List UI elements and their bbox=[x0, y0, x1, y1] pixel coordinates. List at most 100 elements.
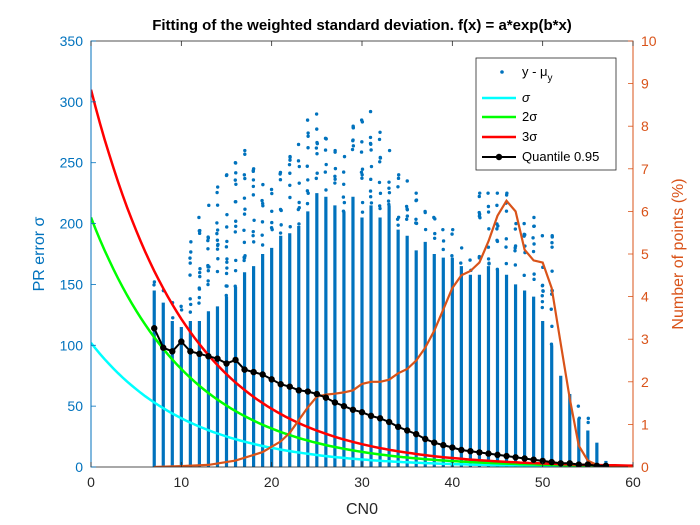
scatter-point bbox=[270, 220, 274, 225]
scatter-point bbox=[369, 177, 373, 182]
scatter-point bbox=[278, 170, 283, 175]
scatter-point bbox=[369, 164, 374, 169]
quantile-point bbox=[467, 447, 474, 455]
scatter-point bbox=[522, 273, 526, 278]
scatter-point bbox=[550, 234, 554, 238]
scatter-point bbox=[179, 308, 184, 312]
scatter-point bbox=[242, 240, 247, 245]
scatter-point bbox=[243, 176, 247, 181]
quantile-point bbox=[394, 423, 402, 431]
left-tick-label: 100 bbox=[60, 337, 84, 353]
scatter-point bbox=[188, 261, 192, 265]
scatter-point bbox=[215, 231, 219, 236]
scatter-point bbox=[359, 150, 364, 154]
right-tick-label: 4 bbox=[641, 289, 649, 305]
scatter-point bbox=[396, 185, 400, 189]
scatter-point bbox=[423, 209, 427, 214]
scatter-point bbox=[251, 169, 256, 174]
right-tick-label: 9 bbox=[641, 76, 649, 92]
scatter-point bbox=[215, 238, 220, 242]
quantile-point bbox=[548, 458, 555, 466]
scatter-point bbox=[532, 272, 536, 276]
quantile-point bbox=[349, 406, 357, 413]
scatter-point bbox=[504, 261, 509, 266]
scatter-point bbox=[486, 210, 491, 214]
scatter-point bbox=[540, 284, 545, 288]
scatter-point bbox=[261, 204, 265, 208]
quantile-point bbox=[440, 441, 447, 449]
quantile-point bbox=[503, 452, 510, 460]
quantile-point bbox=[313, 390, 321, 398]
scatter-point bbox=[260, 198, 264, 203]
quantile-point bbox=[575, 461, 582, 467]
quantile-point bbox=[277, 381, 284, 388]
scatter-point bbox=[441, 239, 446, 243]
left-tick-label: 0 bbox=[75, 459, 83, 475]
scatter-point bbox=[378, 156, 383, 160]
scatter-point bbox=[305, 118, 310, 122]
scatter-point bbox=[251, 178, 256, 182]
x-tick-label: 60 bbox=[625, 474, 641, 490]
scatter-point bbox=[315, 151, 319, 156]
scatter-point bbox=[269, 187, 274, 192]
scatter-point bbox=[270, 191, 274, 196]
quantile-point bbox=[494, 451, 501, 459]
scatter-point bbox=[513, 244, 518, 248]
scatter-point bbox=[189, 302, 193, 307]
scatter-point bbox=[396, 215, 401, 219]
scatter-point bbox=[206, 265, 210, 269]
quantile-point bbox=[205, 353, 212, 360]
scatter-point bbox=[522, 221, 526, 226]
scatter-point bbox=[260, 243, 265, 247]
scatter-point bbox=[215, 221, 219, 225]
scatter-point bbox=[396, 176, 401, 181]
quantile-point bbox=[367, 412, 375, 420]
quantile-point bbox=[340, 402, 348, 410]
scatter-point bbox=[504, 209, 509, 213]
scatter-point bbox=[360, 140, 364, 144]
quantile-point bbox=[232, 356, 239, 364]
scatter-point bbox=[206, 238, 210, 243]
scatter-point bbox=[305, 164, 309, 168]
scatter-point bbox=[225, 266, 229, 270]
x-tick-label: 30 bbox=[354, 474, 370, 490]
scatter-point bbox=[279, 223, 283, 227]
left-axis-label: PR error σ bbox=[31, 216, 48, 291]
scatter-point bbox=[540, 299, 545, 304]
scatter-point bbox=[242, 228, 246, 232]
quantile-point bbox=[403, 427, 411, 434]
scatter-point bbox=[179, 304, 183, 309]
scatter-point bbox=[378, 206, 382, 211]
scatter-point bbox=[152, 283, 156, 287]
scatter-point bbox=[305, 201, 310, 206]
scatter-point bbox=[242, 173, 247, 177]
quantile-point bbox=[376, 415, 384, 422]
scatter-point bbox=[341, 209, 346, 213]
scatter-point bbox=[324, 188, 328, 192]
scatter-point bbox=[260, 220, 265, 224]
quantile-point bbox=[241, 366, 248, 373]
scatter-point bbox=[234, 224, 238, 228]
right-tick-label: 6 bbox=[641, 203, 649, 219]
scatter-point bbox=[225, 257, 229, 261]
scatter-point bbox=[225, 260, 229, 264]
scatter-point bbox=[234, 182, 238, 186]
legend-quantile-marker bbox=[495, 153, 503, 161]
scatter-point bbox=[251, 240, 256, 244]
scatter-point bbox=[198, 228, 202, 233]
scatter-point bbox=[441, 227, 445, 232]
scatter-point bbox=[342, 200, 347, 205]
scatter-point bbox=[333, 181, 337, 185]
legend: y - μy σ 2σ 3σ Quantile 0.95 bbox=[475, 57, 617, 171]
points-percent-line bbox=[154, 198, 607, 467]
scatter-point bbox=[450, 254, 454, 258]
quantile-point bbox=[431, 439, 438, 446]
scatter-point bbox=[478, 191, 482, 195]
scatter-point bbox=[495, 267, 500, 272]
right-tick-label: 1 bbox=[641, 416, 649, 432]
scatter-point bbox=[360, 173, 364, 177]
quantile-point bbox=[331, 399, 339, 406]
scatter-point bbox=[351, 124, 355, 128]
scatter-point bbox=[215, 228, 220, 232]
right-tick-label: 10 bbox=[641, 33, 657, 49]
